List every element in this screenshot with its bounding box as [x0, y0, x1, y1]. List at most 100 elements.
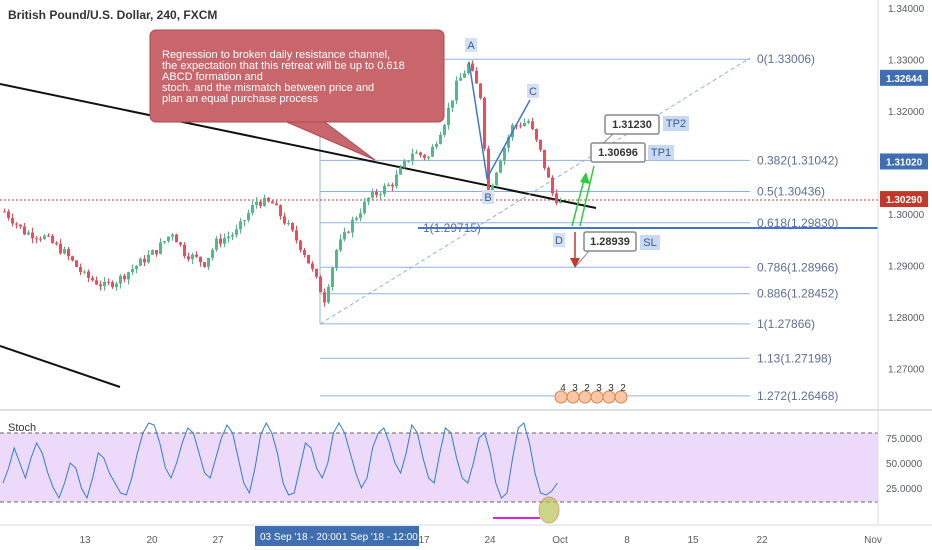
- candle-body: [523, 122, 526, 127]
- candle-body: [351, 219, 354, 233]
- abcd-completion-label: 1(1.29715): [423, 221, 481, 235]
- abcd-label-a: A: [467, 40, 475, 52]
- target-arrow-2: [579, 165, 595, 227]
- stoch-line: [2, 421, 558, 500]
- event-marker-count: 2: [620, 383, 626, 394]
- event-marker-count: 3: [572, 383, 578, 394]
- tp2-callout[interactable]: 1.31230: [604, 114, 660, 135]
- candle-body: [383, 185, 386, 195]
- candle-body: [215, 238, 218, 250]
- event-marker-count: 3: [596, 383, 602, 394]
- candle-body: [51, 235, 54, 243]
- candle-body: [367, 197, 370, 202]
- candle-body: [283, 216, 286, 224]
- candle-body: [27, 232, 30, 235]
- tp1-tag: TP1: [648, 145, 674, 160]
- candle-body: [339, 239, 342, 251]
- tp1-value: 1.30696: [598, 147, 638, 159]
- event-marker-count: 3: [608, 383, 614, 394]
- time-tick: Nov: [864, 535, 882, 546]
- candle-body: [359, 213, 362, 219]
- candle-body: [255, 201, 258, 205]
- channel-lower-trendline[interactable]: [0, 345, 121, 388]
- candle-body: [299, 240, 302, 251]
- candle-body: [495, 172, 498, 186]
- tp2-label: TP2: [666, 118, 686, 130]
- stoch-tick: 75.0000: [886, 434, 923, 445]
- candle-body: [59, 243, 62, 254]
- price-axis[interactable]: 1.340001.330001.320001.310001.300001.290…: [880, 4, 928, 376]
- annotation-box[interactable]: [149, 29, 445, 123]
- price-tick: 1.27000: [888, 365, 925, 376]
- annotation-line: the expectation that this retreat will b…: [162, 60, 405, 72]
- candle-body: [435, 143, 438, 147]
- candle-body: [379, 194, 382, 196]
- candle-body: [479, 83, 482, 98]
- candle-body: [551, 177, 554, 194]
- candle-body: [143, 258, 146, 263]
- time-axis[interactable]: 13 20 27 17 24 Oct 8 15 22 Nov: [79, 535, 881, 546]
- candle-body: [259, 201, 262, 206]
- candle-body: [375, 191, 378, 195]
- fib-level-label: 0.5(1.30436): [757, 185, 825, 199]
- candle-body: [167, 236, 170, 242]
- channel-upper-trendline[interactable]: [0, 83, 597, 209]
- candle-body: [235, 229, 238, 235]
- candle-body: [503, 147, 506, 161]
- time-tick: 15: [687, 535, 699, 546]
- candle-body: [79, 266, 82, 272]
- time-tick: 13: [79, 535, 91, 546]
- sl-callout[interactable]: 1.28939: [583, 231, 637, 252]
- candle-body: [287, 223, 290, 225]
- candle-body: [151, 250, 154, 255]
- candle-body: [115, 283, 118, 288]
- tp1-callout[interactable]: 1.30696: [590, 142, 646, 163]
- price-tag: 1.32644: [886, 74, 923, 85]
- abcd-label-bg: [553, 233, 565, 247]
- candle-body: [247, 212, 250, 221]
- abcd-label-bg: [527, 84, 539, 98]
- candle-body: [7, 211, 10, 218]
- sl-value: 1.28939: [590, 236, 630, 248]
- sl-leader: [575, 249, 591, 267]
- candle-body: [175, 234, 178, 243]
- time-tick: 17: [418, 535, 430, 546]
- candle-body: [171, 234, 174, 237]
- price-tag-bg: [880, 191, 928, 208]
- candle-body: [11, 217, 14, 224]
- abcd-pattern-line: [468, 61, 531, 181]
- candle-body: [355, 218, 358, 220]
- candle-body: [303, 250, 306, 255]
- time-tick: 8: [624, 535, 630, 546]
- candle-body: [91, 277, 94, 281]
- candle-body: [3, 211, 6, 213]
- candle-body: [23, 226, 26, 235]
- annotation-line: ABCD formation and: [162, 71, 263, 83]
- candle-body: [463, 73, 466, 78]
- event-marker: [614, 390, 628, 404]
- candle-body: [263, 197, 266, 206]
- fib-level-label: 0(1.33006): [757, 52, 815, 66]
- abcd-label-b: B: [484, 192, 491, 204]
- abcd-labels: A B C D: [465, 38, 565, 247]
- candle-body: [63, 249, 66, 254]
- candle-body: [335, 250, 338, 268]
- candle-body: [39, 238, 42, 240]
- candle-body: [87, 271, 90, 278]
- price-tick: 1.34000: [888, 4, 925, 15]
- abcd-label-bg: [482, 190, 494, 204]
- candle-body: [191, 254, 194, 260]
- candle-body: [487, 148, 490, 194]
- stoch-band: [0, 433, 878, 502]
- candle-body: [131, 268, 134, 273]
- candle-body: [363, 201, 366, 214]
- candle-body: [239, 221, 242, 230]
- candle-body: [227, 236, 230, 239]
- candle-body: [319, 276, 322, 293]
- stoch-axis: 75.0000 50.0000 25.0000: [886, 434, 923, 495]
- fib-level-label: 1.272(1.26468): [757, 389, 838, 403]
- candle-body: [279, 205, 282, 217]
- stoch-tick: 25.0000: [886, 484, 923, 495]
